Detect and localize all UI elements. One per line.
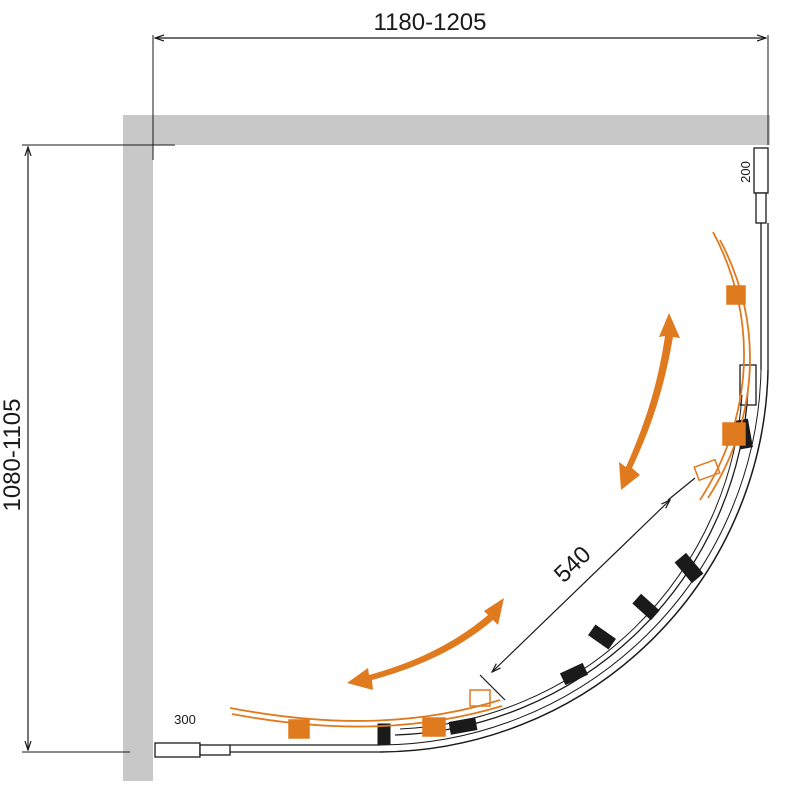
bottom-wall-profile bbox=[154, 742, 380, 758]
left-door-open bbox=[229, 699, 501, 722]
height-dimension-label: 1080-1105 bbox=[0, 399, 26, 512]
right-door-open-inner bbox=[707, 239, 751, 499]
bottom-offset-label: 300 bbox=[174, 712, 196, 727]
height-dimension: 1080-1105 bbox=[0, 144, 175, 753]
top-wall bbox=[123, 115, 770, 145]
right-wall-profile bbox=[739, 147, 769, 406]
slide-arrows bbox=[347, 313, 680, 690]
top-offset-label: 200 bbox=[738, 161, 753, 183]
walls bbox=[123, 115, 770, 781]
door-width-label: 540 bbox=[549, 541, 597, 588]
width-dimension: 1180-1205 bbox=[152, 9, 769, 160]
width-dimension-label: 1180-1205 bbox=[374, 9, 487, 36]
left-slide-arrow bbox=[347, 598, 504, 690]
right-slide-arrow bbox=[619, 313, 680, 490]
open-door-handles bbox=[288, 285, 746, 739]
left-door-open-inner bbox=[231, 705, 503, 728]
door-width-dimension bbox=[479, 477, 696, 701]
left-wall bbox=[123, 115, 153, 781]
open-door-positions bbox=[229, 231, 751, 728]
